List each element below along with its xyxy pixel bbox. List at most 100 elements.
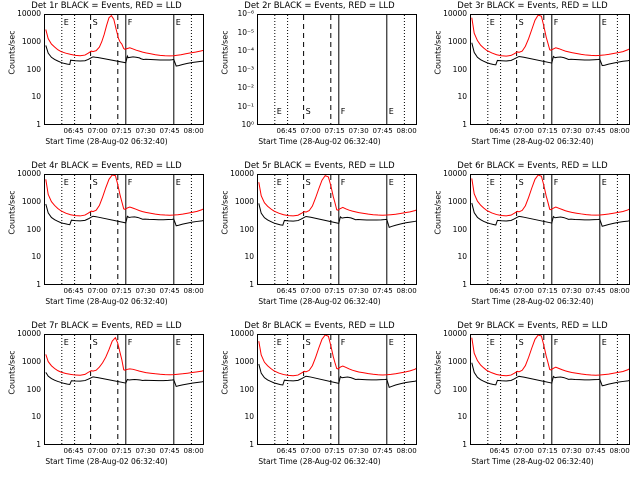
x-tick: 07:15 — [324, 447, 345, 455]
x-tick: 07:45 — [159, 127, 180, 135]
annotation-marker: S — [519, 178, 524, 187]
annotation-marker: F — [554, 178, 559, 187]
annotation-marker: E — [176, 178, 181, 187]
series-lld — [45, 175, 203, 217]
plot-canvas: S F EE — [45, 175, 203, 284]
panel-title: Det 4r BLACK = Events, RED = LLD — [31, 161, 182, 171]
annotation-marker: S — [306, 107, 311, 116]
panel-title: Det 8r BLACK = Events, RED = LLD — [244, 321, 395, 331]
panel-title: Det 3r BLACK = Events, RED = LLD — [457, 1, 608, 11]
panel-title: Det 5r BLACK = Events, RED = LLD — [244, 161, 395, 171]
x-tick-labels: 06:45 07:00 07:15 07:30 07:45 08:00 — [44, 127, 204, 137]
x-tick: 07:00 — [87, 447, 108, 455]
y-tick: 1 — [462, 120, 467, 129]
series-lld — [471, 175, 629, 217]
x-tick: 07:30 — [135, 287, 156, 295]
x-tick: 07:45 — [372, 447, 393, 455]
y-tick: 100 — [239, 224, 254, 234]
plot-panel-8: Det 8r BLACK = Events, RED = LLD Counts/s… — [213, 320, 426, 480]
x-axis-label: Start Time (28-Aug-02 06:32:40) — [471, 457, 594, 466]
x-tick: 07:30 — [561, 127, 582, 135]
series-events — [471, 362, 629, 387]
annotation-marker: E — [602, 18, 607, 27]
plot-canvas: S F EE — [471, 175, 629, 284]
annotation-marker: E — [602, 338, 607, 347]
plot-canvas: S F EE — [471, 335, 629, 444]
plot-canvas: S F EE — [471, 15, 629, 124]
y-tick: 1 — [36, 440, 41, 449]
x-tick: 07:15 — [111, 127, 132, 135]
y-tick: 1 — [36, 120, 41, 129]
y-tick: 10000 — [17, 329, 41, 338]
panel-title: Det 7r BLACK = Events, RED = LLD — [31, 321, 182, 331]
y-tick: 10⁻⁴ — [237, 46, 254, 55]
y-tick: 10⁻⁵ — [237, 27, 254, 37]
annotation-marker: E — [64, 178, 69, 187]
y-tick-labels: 1 10 100 1000 10000 — [0, 10, 41, 129]
x-tick: 07:00 — [300, 127, 321, 135]
y-tick-labels: 1 10 100 1000 10000 — [213, 330, 254, 449]
x-tick: 08:00 — [396, 287, 417, 295]
x-tick-labels: 06:45 07:00 07:15 07:30 07:45 08:00 — [257, 127, 417, 137]
annotation-marker: F — [341, 107, 346, 116]
x-tick: 07:30 — [561, 447, 582, 455]
x-tick: 06:45 — [489, 127, 510, 135]
plot-panel-5: Det 5r BLACK = Events, RED = LLD Counts/s… — [213, 160, 426, 320]
y-tick: 1 — [249, 280, 254, 289]
y-tick: 10 — [457, 252, 467, 262]
annotation-marker: E — [64, 338, 69, 347]
x-tick: 07:00 — [87, 287, 108, 295]
y-tick: 1 — [249, 440, 254, 449]
y-tick: 10000 — [230, 169, 254, 178]
y-tick: 10 — [457, 412, 467, 422]
y-tick: 10⁻³ — [237, 64, 254, 74]
plot-canvas: S F EE — [45, 335, 203, 444]
x-tick: 07:45 — [372, 287, 393, 295]
x-tick: 06:45 — [63, 447, 84, 455]
y-tick: 10000 — [17, 9, 41, 18]
y-tick-labels: 1 10 100 1000 10000 — [213, 170, 254, 289]
x-tick: 06:45 — [489, 447, 510, 455]
x-tick: 06:45 — [276, 127, 297, 135]
y-tick: 100 — [239, 384, 254, 394]
y-tick: 10 — [31, 412, 41, 422]
series-lld — [471, 15, 629, 57]
x-tick-labels: 06:45 07:00 07:15 07:30 07:45 08:00 — [257, 287, 417, 297]
annotation-marker: S — [519, 18, 524, 27]
x-tick: 07:30 — [135, 127, 156, 135]
y-tick: 1000 — [447, 36, 467, 46]
annotation-marker: E — [176, 18, 181, 27]
y-tick: 10 — [244, 412, 254, 422]
series-events — [45, 45, 203, 67]
y-tick: 10⁻¹ — [237, 101, 254, 111]
x-tick: 07:00 — [513, 287, 534, 295]
x-tick: 07:45 — [159, 287, 180, 295]
x-tick: 07:00 — [513, 447, 534, 455]
annotation-marker: F — [128, 178, 133, 187]
x-tick-labels: 06:45 07:00 07:15 07:30 07:45 08:00 — [470, 447, 630, 457]
y-tick: 1000 — [447, 356, 467, 366]
x-tick: 07:15 — [324, 287, 345, 295]
plot-panel-9: Det 9r BLACK = Events, RED = LLD Counts/s… — [426, 320, 639, 480]
x-tick: 07:45 — [585, 127, 606, 135]
annotation-marker: E — [277, 107, 282, 116]
series-events — [471, 202, 629, 227]
y-tick: 10000 — [17, 169, 41, 178]
panel-title: Det 1r BLACK = Events, RED = LLD — [31, 1, 182, 11]
plot-canvas: S F EE — [258, 175, 416, 284]
y-tick: 10000 — [443, 329, 467, 338]
series-events — [258, 203, 416, 228]
annotation-marker: F — [128, 18, 133, 27]
x-tick: 08:00 — [609, 447, 630, 455]
panel-title: Det 2r BLACK = Events, RED = LLD — [244, 1, 395, 11]
x-tick: 07:00 — [87, 127, 108, 135]
y-tick: 1 — [462, 440, 467, 449]
x-tick: 07:30 — [135, 447, 156, 455]
x-tick: 06:45 — [489, 287, 510, 295]
